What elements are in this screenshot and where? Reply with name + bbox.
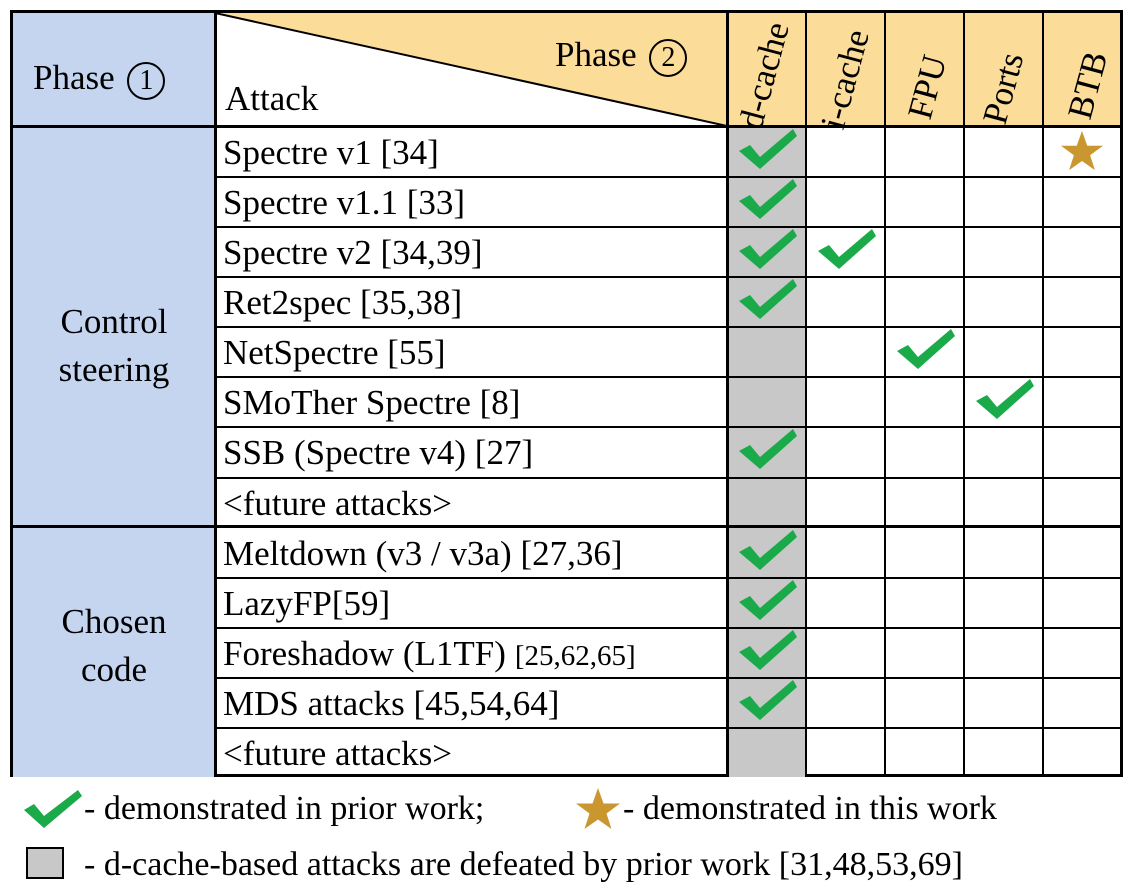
row-divider	[215, 376, 1120, 379]
row-divider	[215, 726, 1120, 729]
legend-star-icon	[576, 788, 620, 829]
column-header-btb	[1043, 13, 1120, 126]
attack-name: NetSpectre [55]	[223, 333, 446, 373]
header-bottom-rule	[13, 125, 1120, 128]
column-header-ports	[964, 13, 1043, 126]
group-label-control-steering: Control steering	[58, 302, 170, 389]
attack-name: SSB (Spectre v4) [27]	[223, 433, 534, 473]
attack-name: Spectre v1 [34]	[223, 133, 439, 172]
phase2-header-label: Phase 2	[555, 37, 688, 77]
attack-name: <future attacks>	[223, 483, 452, 523]
attack-divider	[726, 13, 729, 777]
legend-gray-text: - d-cache-based attacks are defeated by …	[84, 846, 963, 883]
row-divider	[215, 276, 1120, 279]
row-divider	[215, 326, 1120, 329]
col-divider-3	[963, 13, 965, 777]
col-divider-2	[884, 13, 886, 777]
attack-name: Ret2spec [35,38]	[223, 283, 463, 323]
attack-row-label: SMoTher Spectre [8]	[223, 385, 520, 420]
attack-row-label: <future attacks>	[223, 736, 452, 771]
column-header-i-cache	[806, 13, 885, 126]
attack-name-citation: [25,62,65]	[514, 639, 636, 672]
attack-name: LazyFP[59]	[223, 583, 391, 623]
attack-name: Foreshadow (L1TF)	[223, 633, 506, 673]
attack-name: Spectre v1.1 [33]	[223, 183, 466, 223]
diagonal-header	[215, 13, 727, 126]
check-mark-icon	[739, 679, 797, 720]
attack-row-label: MDS attacks [45,54,64]	[223, 686, 559, 721]
phase1-header-cell	[13, 13, 215, 126]
check-mark-icon	[739, 279, 797, 320]
col-divider-4	[1042, 13, 1044, 777]
legend-star-text: - demonstrated in this work	[623, 790, 997, 827]
row-divider	[215, 476, 1120, 479]
check-mark-icon	[739, 579, 797, 620]
phase1-header-label: Phase 1	[33, 60, 166, 100]
check-mark-icon	[739, 179, 797, 220]
attack-row-label: SSB (Spectre v4) [27]	[223, 435, 533, 470]
legend-check-text: - demonstrated in prior work;	[84, 790, 485, 827]
attack-matrix-table: Phase 1 Phase 2 Attack d-cache i-cache F…	[10, 10, 1123, 777]
attack-row-label: LazyFP[59]	[223, 586, 390, 621]
phase2-circled-number: 2	[649, 38, 688, 77]
column-header-fpu	[885, 13, 964, 126]
phase1-circled-number: 1	[127, 61, 166, 100]
star-mark-icon	[1060, 130, 1103, 171]
row-divider	[215, 626, 1120, 629]
attack-header-label: Attack	[225, 79, 319, 118]
attack-row-label: Meltdown (v3 / v3a) [27,36]	[223, 536, 623, 571]
row-divider	[215, 226, 1120, 229]
legend-gray-swatch	[26, 847, 64, 879]
attack-name: MDS attacks [45,54,64]	[223, 683, 560, 723]
column-header-d-cache	[727, 13, 806, 126]
check-mark-icon	[739, 629, 797, 670]
group-divider-rule	[13, 525, 1120, 528]
check-mark-icon	[739, 429, 797, 470]
phase1-column-bg	[13, 126, 215, 777]
attack-name: SMoTher Spectre [8]	[223, 383, 521, 423]
check-mark-icon	[818, 229, 876, 270]
check-mark-icon	[739, 129, 797, 169]
attack-name: Meltdown (v3 / v3a) [27,36]	[223, 533, 623, 573]
attack-row-label: Ret2spec [35,38]	[223, 285, 462, 320]
group-label-chosen-code: Chosen code	[61, 602, 167, 689]
row-divider	[215, 676, 1120, 679]
phase1-divider	[214, 13, 217, 777]
legend-check-icon	[24, 790, 82, 828]
attack-row-label: Foreshadow (L1TF) [25,62,65]	[223, 636, 636, 671]
attack-row-label: NetSpectre [55]	[223, 335, 446, 370]
col-divider-1	[805, 13, 807, 777]
row-divider	[215, 426, 1120, 429]
check-mark-icon	[976, 379, 1034, 420]
attack-row-label: <future attacks>	[223, 486, 452, 521]
row-divider	[215, 576, 1120, 579]
attack-name: Spectre v2 [34,39]	[223, 233, 483, 273]
check-mark-icon	[739, 229, 797, 270]
attack-row-label: Spectre v1 [34]	[223, 135, 439, 170]
row-divider	[215, 176, 1120, 179]
check-mark-icon	[897, 329, 955, 370]
attack-row-label: Spectre v2 [34,39]	[223, 235, 483, 270]
attack-name: <future attacks>	[223, 733, 452, 773]
check-mark-icon	[739, 529, 797, 570]
attack-row-label: Spectre v1.1 [33]	[223, 185, 465, 220]
